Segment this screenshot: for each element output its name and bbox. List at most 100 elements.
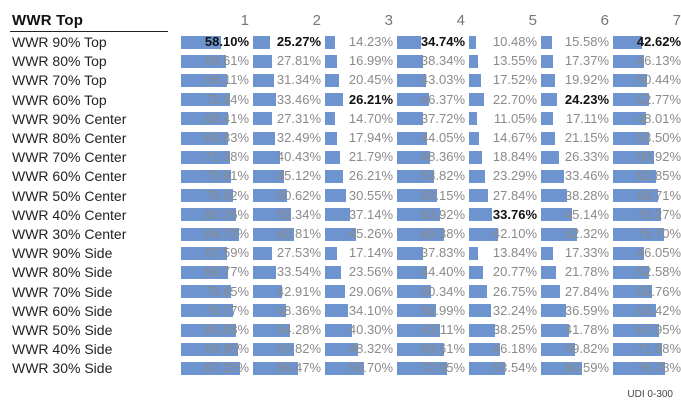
cell-value: 13.55% xyxy=(492,53,537,69)
data-bar xyxy=(541,208,572,222)
data-bar xyxy=(325,35,335,49)
data-bar xyxy=(181,93,231,107)
column-header-3: 3 xyxy=(384,12,393,29)
data-bar xyxy=(541,361,583,375)
cell-value: 48.32% xyxy=(348,341,393,357)
cell-value: 19.92% xyxy=(564,72,609,88)
data-bar xyxy=(613,304,657,318)
data-bar xyxy=(181,208,236,222)
cell-value: 53.54% xyxy=(492,360,537,376)
column-header-2: 2 xyxy=(312,12,321,29)
data-bar xyxy=(325,150,340,164)
data-bar xyxy=(325,227,356,241)
cell-value: 46.05% xyxy=(636,245,681,261)
data-bar xyxy=(181,246,227,260)
cell-value: 20.45% xyxy=(348,72,393,88)
cell-value: 17.37% xyxy=(564,53,609,69)
data-bar xyxy=(613,361,666,375)
data-bar xyxy=(613,73,648,87)
cell-value: 40.43% xyxy=(276,149,321,165)
cell-value: 41.78% xyxy=(564,322,609,337)
data-bar xyxy=(253,54,272,68)
data-bar xyxy=(397,208,441,222)
cell-value: 18.84% xyxy=(492,149,537,165)
cell-value: 10.48% xyxy=(492,34,537,49)
data-bar xyxy=(469,323,495,337)
data-bar xyxy=(613,208,661,222)
cell-value: 84.72% xyxy=(204,226,249,241)
cell-value: 20.77% xyxy=(492,264,537,280)
cell-value: 34.74% xyxy=(420,34,465,49)
data-bar xyxy=(541,169,564,183)
data-bar xyxy=(397,265,428,279)
data-bar xyxy=(181,323,236,337)
data-bar xyxy=(613,285,652,299)
data-bar xyxy=(325,323,353,337)
cell-value: 75.70% xyxy=(636,226,681,241)
data-bar xyxy=(325,54,337,68)
cell-value: 66.71% xyxy=(636,187,681,203)
cell-value: 14.67% xyxy=(492,130,537,145)
data-bar xyxy=(469,93,485,107)
cell-value: 66.61% xyxy=(204,53,249,69)
data-bar xyxy=(397,227,445,241)
data-bar xyxy=(397,323,440,337)
cell-value: 76.92% xyxy=(204,187,249,203)
data-bar xyxy=(325,361,364,375)
data-bar xyxy=(181,169,232,183)
column-header-1: 1 xyxy=(240,12,249,29)
data-bar xyxy=(613,112,646,126)
cell-value: 26.21% xyxy=(348,168,393,184)
data-bar xyxy=(253,150,281,164)
cell-value: 69.83% xyxy=(204,130,249,145)
data-bar xyxy=(397,54,424,68)
data-bar xyxy=(397,150,430,164)
data-bar xyxy=(253,73,275,87)
cell-value: 14.70% xyxy=(348,110,393,126)
data-bar xyxy=(469,112,477,126)
cell-value: 49.82% xyxy=(564,341,609,357)
cell-value: 37.83% xyxy=(420,245,465,261)
data-bar xyxy=(613,265,649,279)
cell-value: 63.42% xyxy=(636,302,681,318)
cell-value: 17.14% xyxy=(348,245,393,261)
cell-value: 53.50% xyxy=(636,130,681,145)
cell-value: 38.28% xyxy=(564,187,609,203)
data-bar xyxy=(541,73,555,87)
cell-value: 38.25% xyxy=(492,322,537,337)
cell-value: 27.84% xyxy=(564,283,609,299)
data-bar xyxy=(541,342,575,356)
row-label: WWR 40% Side xyxy=(12,341,113,358)
cell-value: 17.52% xyxy=(492,72,537,88)
data-bar xyxy=(469,285,488,299)
cell-value: 24.23% xyxy=(564,91,609,107)
data-bar xyxy=(613,169,656,183)
cell-value: 52.77% xyxy=(636,91,681,107)
data-bar xyxy=(613,246,645,260)
cell-value: 60.81% xyxy=(276,226,321,241)
row-label: WWR 30% Center xyxy=(12,226,127,242)
row-label: WWR 90% Top xyxy=(12,34,107,50)
cell-value: 43.03% xyxy=(420,72,465,88)
data-bar xyxy=(397,361,447,375)
data-bar xyxy=(181,285,232,299)
cell-value: 58.15% xyxy=(420,187,465,203)
header-underline xyxy=(10,31,168,32)
cell-value: 83.95% xyxy=(204,341,249,357)
data-bar xyxy=(469,189,488,203)
data-bar xyxy=(469,73,481,87)
cell-value: 72.64% xyxy=(204,91,249,107)
data-bar xyxy=(253,169,284,183)
cell-value: 73.91% xyxy=(204,168,249,184)
data-bar xyxy=(541,227,577,241)
data-bar xyxy=(253,208,291,222)
cell-value: 34.10% xyxy=(348,302,393,318)
cell-value: 21.79% xyxy=(348,149,393,165)
cell-value: 58.10% xyxy=(204,34,249,49)
cell-value: 69.38% xyxy=(420,226,465,241)
data-bar xyxy=(181,265,229,279)
cell-value: 17.33% xyxy=(564,245,609,261)
data-bar xyxy=(181,304,234,318)
data-bar xyxy=(613,93,649,107)
cell-value: 63.92% xyxy=(420,206,465,222)
